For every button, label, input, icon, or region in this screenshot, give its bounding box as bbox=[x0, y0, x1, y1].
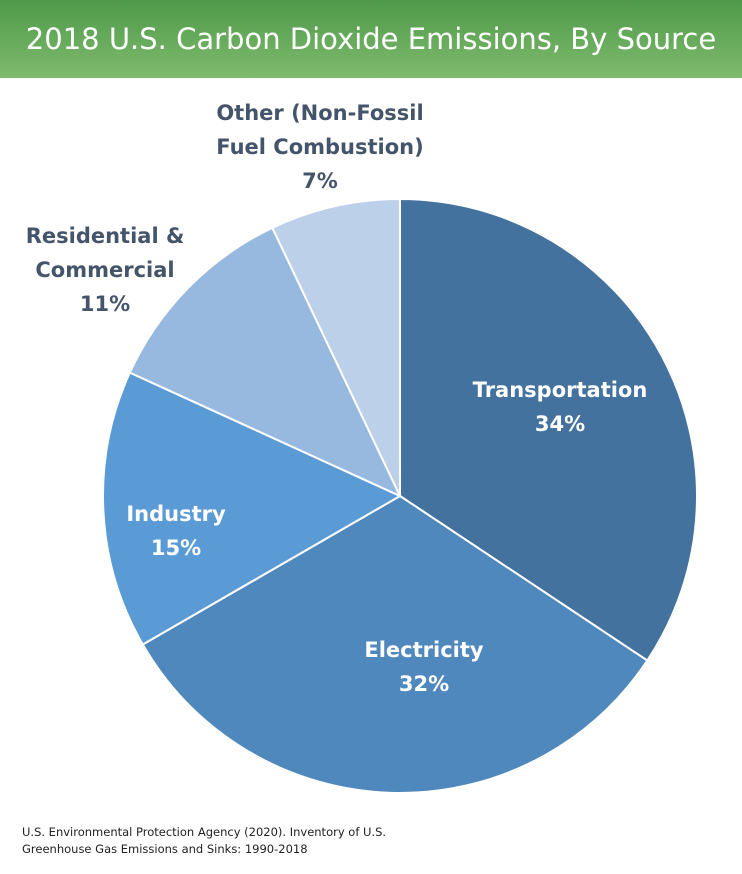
value-label: 11% bbox=[79, 292, 131, 316]
slice-label: Electricity 32% bbox=[314, 633, 534, 701]
pie-slice bbox=[271, 197, 401, 497]
slice-label: Residential & Commercial 11% bbox=[10, 219, 200, 321]
chart-title: 2018 U.S. Carbon Dioxide Emissions, By S… bbox=[0, 0, 742, 78]
source-note: U.S. Environmental Protection Agency (20… bbox=[22, 825, 387, 856]
value-label: 15% bbox=[150, 536, 202, 560]
value-label: 34% bbox=[534, 412, 586, 436]
slice-label: Other (Non-Fossil Fuel Combustion) 7% bbox=[200, 96, 440, 198]
category-label: Residential & Commercial bbox=[25, 224, 185, 282]
slice-label: Transportation 34% bbox=[450, 373, 670, 441]
pie-slice bbox=[101, 371, 403, 646]
value-label: 7% bbox=[302, 169, 338, 193]
value-label: 32% bbox=[398, 672, 450, 696]
pie-slice bbox=[128, 226, 403, 499]
category-label: Other (Non-Fossil Fuel Combustion) bbox=[216, 101, 424, 159]
category-label: Electricity bbox=[364, 638, 484, 662]
pie-slice bbox=[141, 494, 649, 794]
category-label: Transportation bbox=[472, 378, 648, 402]
category-label: Industry bbox=[126, 502, 226, 526]
slice-label: Industry 15% bbox=[96, 497, 256, 565]
